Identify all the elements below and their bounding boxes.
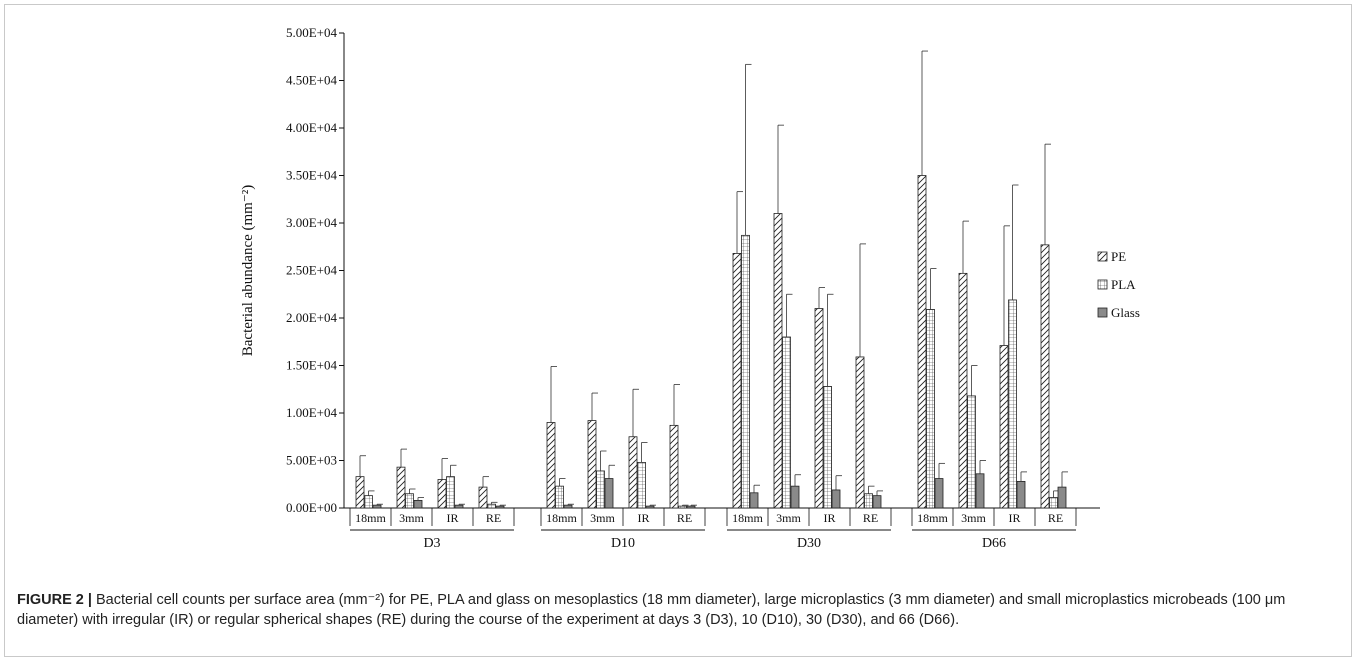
bar-pla: [823, 385, 832, 509]
bar-pe: [437, 479, 447, 509]
bar-glass: [495, 505, 505, 509]
category-label: 3mm: [590, 511, 615, 525]
group-label: D66: [982, 536, 1006, 551]
bar-glass: [604, 478, 614, 509]
caption-label: FIGURE 2 |: [17, 592, 92, 608]
bar-pe: [396, 466, 406, 509]
category-label: 3mm: [776, 511, 801, 525]
legend-label: Glass: [1111, 305, 1140, 320]
y-tick-label: 4.00E+04: [286, 120, 338, 135]
y-tick-label: 5.00E+04: [286, 25, 338, 40]
category-label: RE: [1048, 511, 1063, 525]
bar-glass: [454, 504, 464, 509]
bar-glass: [563, 504, 573, 509]
category-label: 18mm: [732, 511, 763, 525]
y-tick-label: 3.50E+04: [286, 168, 338, 183]
bar-pla: [637, 461, 646, 509]
category-label: IR: [447, 511, 459, 525]
bar-pla: [364, 495, 373, 509]
bar-glass: [413, 499, 423, 509]
bar-glass: [749, 492, 759, 509]
bar-chart: 0.00E+00 5.00E+03 1.00E+04 1.50E+04 2.00E+04…: [240, 25, 1140, 551]
figure-caption: FIGURE 2 | Bacterial cell counts per sur…: [17, 590, 1347, 630]
bar-pe: [732, 252, 742, 509]
bar-glass: [934, 478, 944, 509]
category-label: IR: [824, 511, 836, 525]
bar-glass: [372, 504, 382, 509]
bar-pla: [446, 476, 455, 509]
legend-swatch: [1097, 279, 1108, 290]
bar-pe: [999, 345, 1009, 509]
category-label: 3mm: [961, 511, 986, 525]
y-tick-label: 5.00E+03: [286, 453, 337, 468]
bar-pla: [782, 336, 791, 509]
bar-pe: [1040, 244, 1050, 509]
bar-pla: [967, 395, 976, 509]
bar-pe: [546, 422, 556, 509]
bar-glass: [790, 485, 800, 509]
bar-glass: [975, 473, 985, 509]
bar-pe: [669, 424, 679, 509]
bar-pe: [814, 308, 824, 509]
y-tick-label: 1.00E+04: [286, 405, 338, 420]
figure-frame: 0.00E+00 5.00E+03 1.00E+04 1.50E+04 2.00E+04…: [4, 4, 1352, 657]
category-label: RE: [863, 511, 878, 525]
bar-pla: [741, 234, 750, 509]
y-tick-label: 2.00E+04: [286, 310, 338, 325]
legend-swatch: [1097, 251, 1108, 262]
bar-glass: [1057, 486, 1067, 509]
category-label: IR: [638, 511, 650, 525]
bar-glass: [831, 489, 841, 509]
y-tick-label: 0.00E+00: [286, 500, 337, 515]
bar-glass: [686, 505, 696, 509]
group-label: D10: [611, 536, 635, 551]
bar-pla: [555, 485, 564, 509]
bar-pe: [478, 486, 488, 509]
bar-pla: [678, 505, 687, 509]
category-label: RE: [677, 511, 692, 525]
bar-pe: [958, 272, 968, 509]
bar-pe: [855, 356, 865, 509]
bar-pe: [917, 175, 927, 509]
bar-glass: [872, 495, 882, 509]
caption-text: Bacterial cell counts per surface area (…: [17, 592, 1286, 628]
bar-pe: [773, 213, 783, 509]
category-label: RE: [486, 511, 501, 525]
y-tick-label: 2.50E+04: [286, 263, 338, 278]
category-label: 18mm: [546, 511, 577, 525]
y-tick-label: 4.50E+04: [286, 73, 338, 88]
y-axis-title: Bacterial abundance (mm⁻²): [240, 185, 256, 357]
category-label: 18mm: [355, 511, 386, 525]
bar-pla: [487, 503, 496, 509]
category-label: 18mm: [917, 511, 948, 525]
category-label: IR: [1009, 511, 1021, 525]
bar-pla: [1049, 497, 1058, 509]
bar-glass: [645, 505, 655, 509]
bar-glass: [1016, 480, 1026, 509]
bar-pla: [596, 470, 605, 509]
y-tick-label: 1.50E+04: [286, 358, 338, 373]
legend-label: PLA: [1111, 277, 1136, 292]
group-label: D30: [797, 536, 821, 551]
bar-pe: [587, 420, 597, 509]
bar-pla: [864, 493, 873, 509]
bar-pla: [926, 309, 935, 509]
y-tick-label: 3.00E+04: [286, 215, 338, 230]
bar-pe: [628, 436, 638, 509]
bar-pe: [355, 476, 365, 509]
bar-pla: [405, 493, 414, 509]
legend-label: PE: [1111, 249, 1126, 264]
category-label: 3mm: [399, 511, 424, 525]
bar-pla: [1008, 299, 1017, 509]
group-label: D3: [423, 536, 440, 551]
legend-swatch: [1097, 307, 1108, 318]
